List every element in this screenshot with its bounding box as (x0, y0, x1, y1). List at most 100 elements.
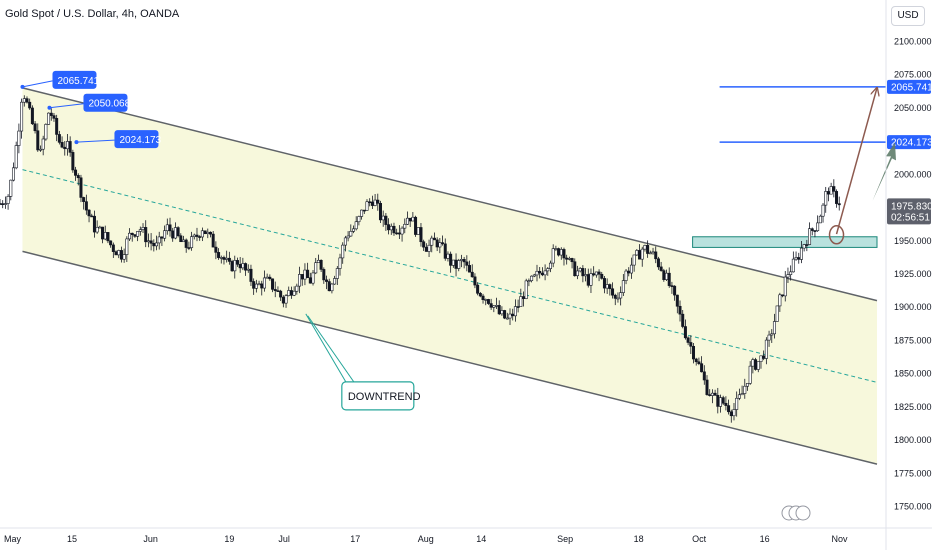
level-price-tag: 2065.741 (887, 79, 932, 94)
candle (748, 361, 752, 385)
candle (497, 300, 501, 316)
currency-button[interactable]: USD (891, 6, 925, 26)
candle-body (289, 290, 293, 296)
candle-body (268, 276, 272, 280)
candle-body (737, 394, 741, 399)
candle-body (71, 152, 75, 171)
candle (767, 330, 771, 347)
y-tick-label: 2050.000 (894, 103, 932, 113)
y-tick-label: 1925.000 (894, 269, 932, 279)
candle-body (338, 257, 342, 269)
candle (829, 182, 833, 195)
candle (810, 227, 814, 236)
candle-body (524, 280, 528, 299)
candle-body (605, 284, 609, 289)
candle-body (298, 274, 302, 287)
candle (136, 231, 140, 242)
x-tick-label: 16 (760, 534, 770, 544)
candle (735, 391, 739, 417)
candle-body (740, 393, 744, 396)
candle-body (103, 232, 107, 240)
candle-body (387, 224, 391, 231)
candle-body (683, 326, 687, 339)
candle-body (376, 199, 380, 204)
level-tag-bg (887, 79, 931, 94)
candle-body (179, 235, 183, 243)
candle (616, 292, 620, 303)
candle-body (187, 247, 191, 249)
candle-body (87, 209, 91, 217)
candle (106, 231, 110, 244)
candle (49, 107, 53, 121)
swing-high-callout-bg (52, 70, 97, 89)
candle (195, 227, 199, 242)
candle (144, 220, 148, 248)
candle (284, 293, 288, 308)
candle-body (438, 242, 442, 248)
candle (808, 222, 812, 246)
candle-body (214, 246, 218, 253)
candle-body (500, 310, 504, 315)
candle-body (670, 285, 674, 287)
candle-body (762, 355, 766, 359)
candle-body (128, 232, 132, 240)
candle (473, 273, 477, 289)
downtrend-box (341, 381, 415, 411)
candle (675, 294, 679, 314)
swing-high-callout: 2024.173 (114, 130, 162, 149)
candle-body (171, 230, 175, 239)
candle-body (52, 115, 56, 119)
candle (343, 235, 347, 252)
candle-body (594, 271, 598, 276)
candle-body (611, 288, 615, 296)
candle-body (476, 284, 480, 294)
y-tick-label: 1800.000 (894, 435, 932, 445)
swing-high-connector (76, 139, 115, 143)
candle-body (9, 179, 13, 197)
candle-body (808, 228, 812, 245)
swing-high-label: 2050.068 (88, 99, 130, 110)
candle-body (764, 339, 768, 359)
candle-body (794, 257, 798, 260)
candle (503, 309, 507, 320)
candle-body (767, 334, 771, 341)
y-tick-label: 1850.000 (894, 369, 932, 379)
candle (217, 248, 221, 260)
candle (376, 193, 380, 211)
candle-body (314, 262, 318, 274)
candle-body (454, 259, 458, 269)
candle-body (535, 270, 539, 276)
candle (589, 268, 593, 294)
level-tag-label: 2024.173 (891, 138, 932, 149)
y-tick-label: 1825.000 (894, 402, 932, 412)
candle-body (783, 276, 787, 297)
candle-body (602, 278, 606, 289)
candle-body (114, 251, 118, 256)
candle-body (441, 242, 445, 245)
candle-body (632, 254, 636, 266)
candle (654, 246, 658, 264)
candle (756, 361, 760, 373)
candle-body (30, 107, 34, 125)
swing-high-connector (49, 103, 84, 109)
candle-body (465, 261, 469, 266)
candle-body (381, 215, 385, 221)
candle (538, 266, 542, 279)
candle (378, 200, 382, 223)
candle-body (378, 203, 382, 221)
candle (92, 210, 96, 238)
candle-body (271, 278, 275, 290)
candle (111, 242, 115, 258)
candle-body (697, 361, 701, 364)
candle (683, 319, 687, 340)
candle (68, 136, 72, 157)
candle-body (316, 259, 320, 264)
x-tick-label: 19 (224, 534, 234, 544)
breakout-circle-marker (828, 225, 845, 245)
candle-body (789, 271, 793, 275)
candle (613, 293, 617, 306)
candle (130, 232, 134, 242)
candle (524, 278, 528, 300)
candle-body (206, 231, 210, 235)
